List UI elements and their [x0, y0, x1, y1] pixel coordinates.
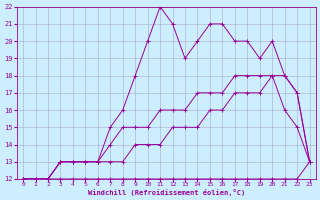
- X-axis label: Windchill (Refroidissement éolien,°C): Windchill (Refroidissement éolien,°C): [88, 189, 245, 196]
